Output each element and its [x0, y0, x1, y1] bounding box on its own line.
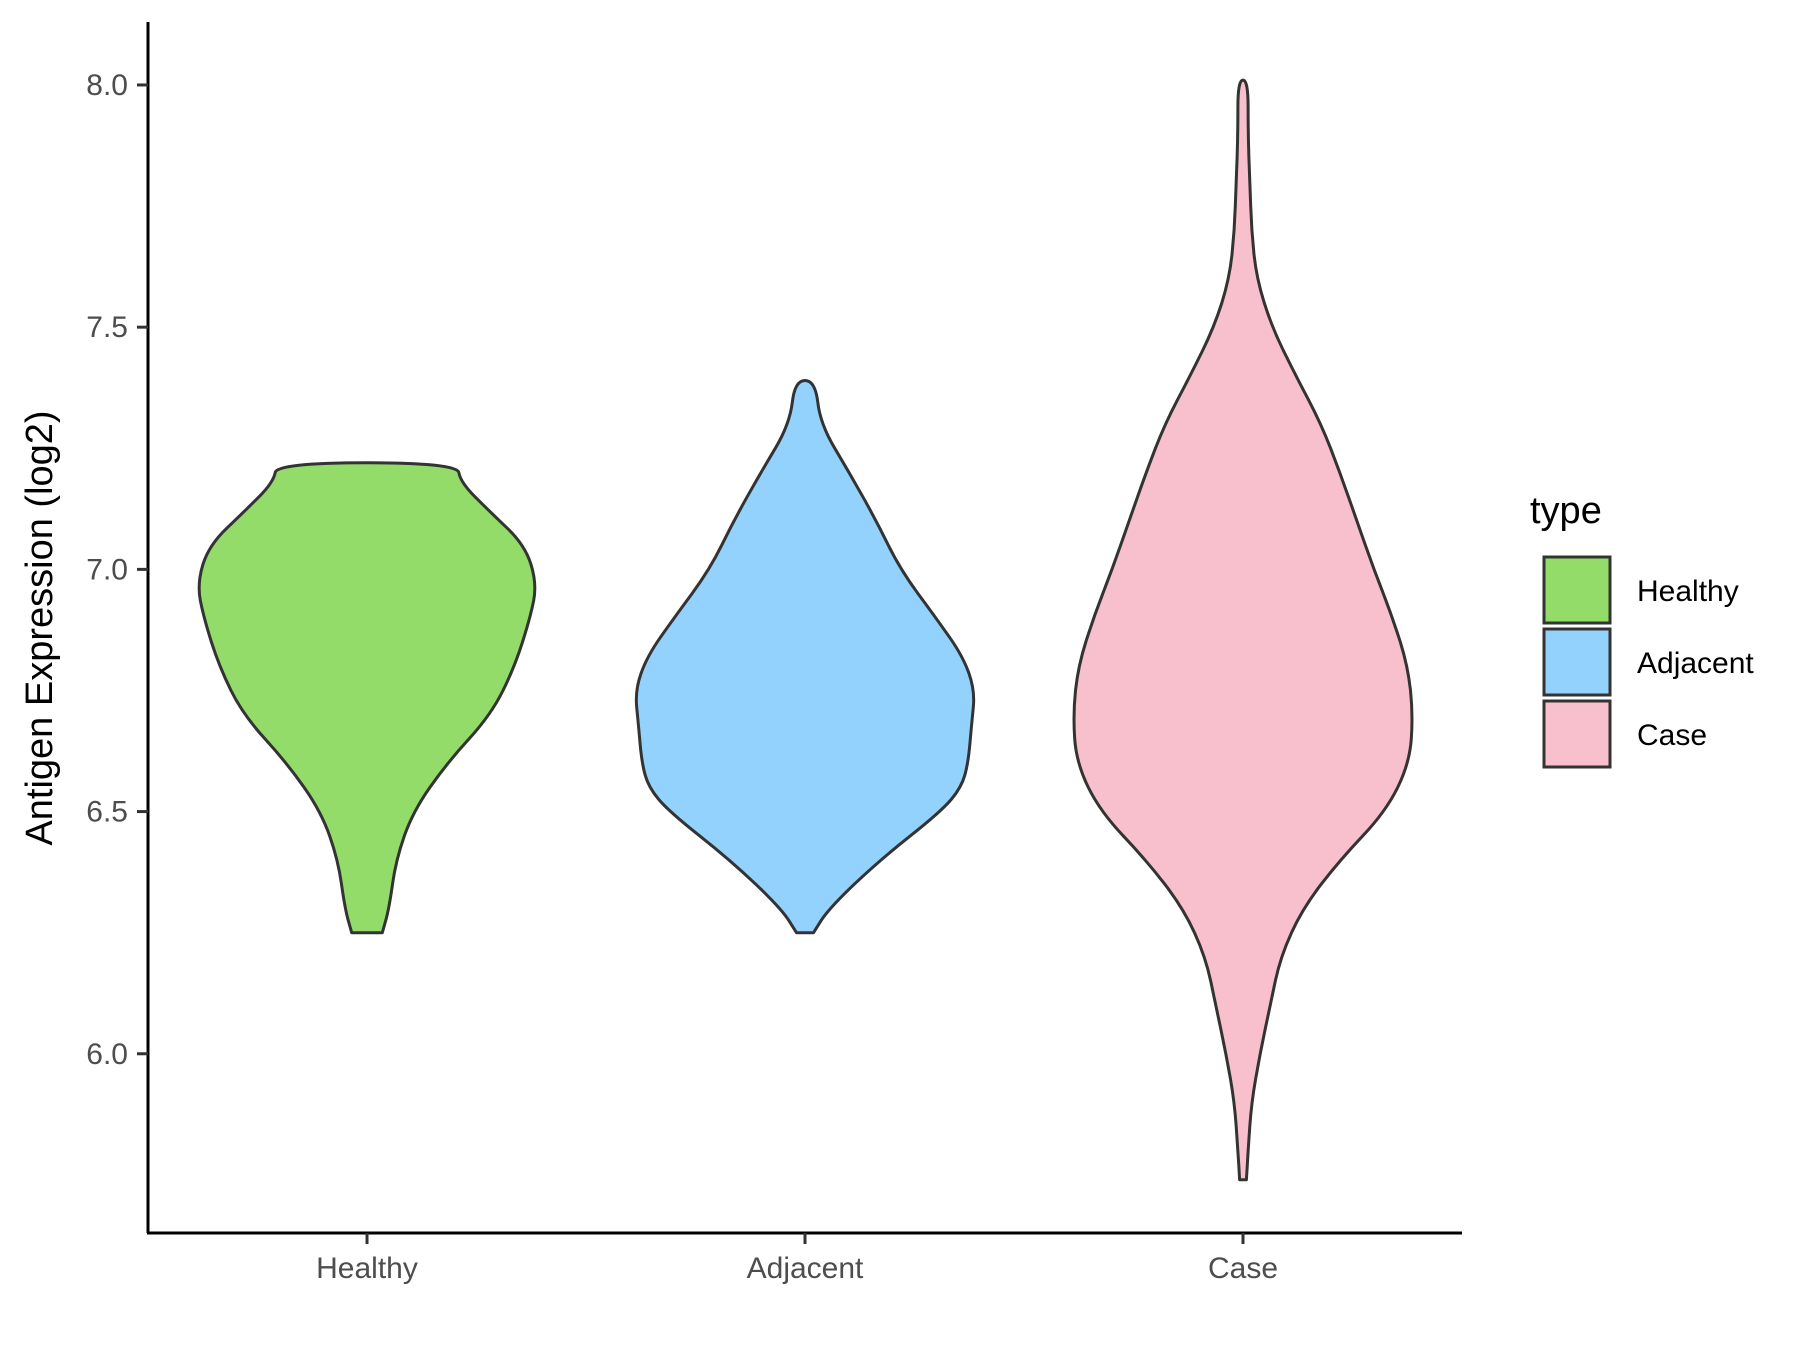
y-tick-label: 7.0 [86, 553, 128, 586]
legend-key-adjacent [1542, 627, 1612, 697]
violin-healthy [197, 461, 537, 935]
x-tick-label-case: Case [1208, 1252, 1278, 1285]
legend-label-healthy: Healthy [1637, 575, 1739, 608]
x-tick-label-adjacent: Adjacent [747, 1252, 864, 1285]
legend-label-case: Case [1637, 719, 1707, 752]
y-tick-label: 6.0 [86, 1038, 128, 1071]
y-tick-label: 8.0 [86, 69, 128, 102]
legend: type Healthy Adjacent Case [1530, 490, 1754, 769]
y-tick-label: 6.5 [86, 796, 128, 829]
violin-adjacent [634, 379, 976, 935]
legend-label-adjacent: Adjacent [1637, 647, 1754, 680]
plot-area [197, 78, 1414, 1182]
y-tick-label: 7.5 [86, 311, 128, 344]
y-axis-title: Antigen Expression (log2) [19, 410, 61, 845]
violin-case [1072, 78, 1414, 1182]
legend-key-healthy [1542, 555, 1612, 625]
x-tick-label-healthy: Healthy [316, 1252, 418, 1285]
legend-key-case [1542, 699, 1612, 769]
legend-title: type [1530, 490, 1602, 532]
x-axis-ticks: Healthy Adjacent Case [316, 1233, 1278, 1285]
y-axis-ticks: 6.0 6.5 7.0 7.5 8.0 [86, 69, 148, 1071]
legend-entries: Healthy Adjacent Case [1542, 555, 1754, 769]
